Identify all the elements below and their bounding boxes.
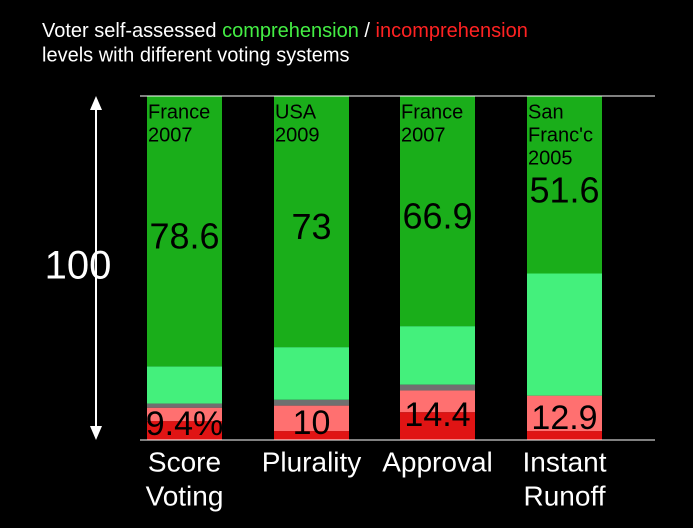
x-tick-label: Approval [382, 446, 493, 477]
bar-segment [400, 384, 475, 391]
scale-label: 100 [45, 244, 112, 288]
bar-segment [527, 395, 602, 432]
source-label: Franc'c [528, 124, 593, 146]
bar-segment [147, 96, 222, 367]
arrow-head [90, 96, 102, 110]
title-part: / [359, 20, 376, 42]
bar-segment [274, 431, 349, 440]
title-part: comprehension [222, 20, 359, 42]
source-label: 2007 [148, 124, 193, 146]
bar-segment [400, 326, 475, 385]
title-part: incomprehension [376, 20, 528, 42]
source-label: France [148, 101, 210, 123]
bar-segment [400, 412, 475, 440]
source-label: 2007 [401, 124, 446, 146]
bar-segment [400, 96, 475, 327]
bar-segment [400, 390, 475, 413]
bar-segment [147, 421, 222, 440]
bar-segment [147, 366, 222, 404]
bar-segment [527, 431, 602, 440]
x-tick-label: Instant [522, 446, 606, 477]
source-label: 2005 [528, 147, 573, 169]
chart-title: Voter self-assessed comprehension / inco… [42, 20, 528, 42]
chart-title: levels with different voting systems [42, 44, 350, 66]
x-tick-label: Score [148, 446, 221, 477]
bar-segment [147, 407, 222, 422]
bar-segment [274, 399, 349, 406]
value-label: 73 [291, 206, 331, 247]
bar-segment [274, 347, 349, 400]
bar-segment [527, 96, 602, 274]
x-tick-label: Plurality [262, 446, 362, 477]
source-label: USA [275, 101, 317, 123]
arrow-head [90, 426, 102, 440]
value-label: 14.4 [404, 396, 470, 434]
value-label: 9.4% [146, 405, 224, 443]
value-label: 78.6 [149, 216, 219, 257]
value-label: 66.9 [402, 196, 472, 237]
bar-segment [274, 96, 349, 348]
value-label: 12.9 [531, 399, 597, 437]
x-tick-label: Runoff [524, 480, 606, 511]
bar-segment [527, 273, 602, 396]
bar-segment [274, 405, 349, 432]
value-label: 51.6 [529, 169, 599, 210]
source-label: France [401, 101, 463, 123]
source-label: San [528, 101, 564, 123]
x-tick-label: Voting [146, 480, 224, 511]
title-part: Voter self-assessed [42, 20, 222, 42]
value-label: 10 [293, 404, 331, 442]
source-label: 2009 [275, 124, 320, 146]
bar-segment [147, 403, 222, 408]
